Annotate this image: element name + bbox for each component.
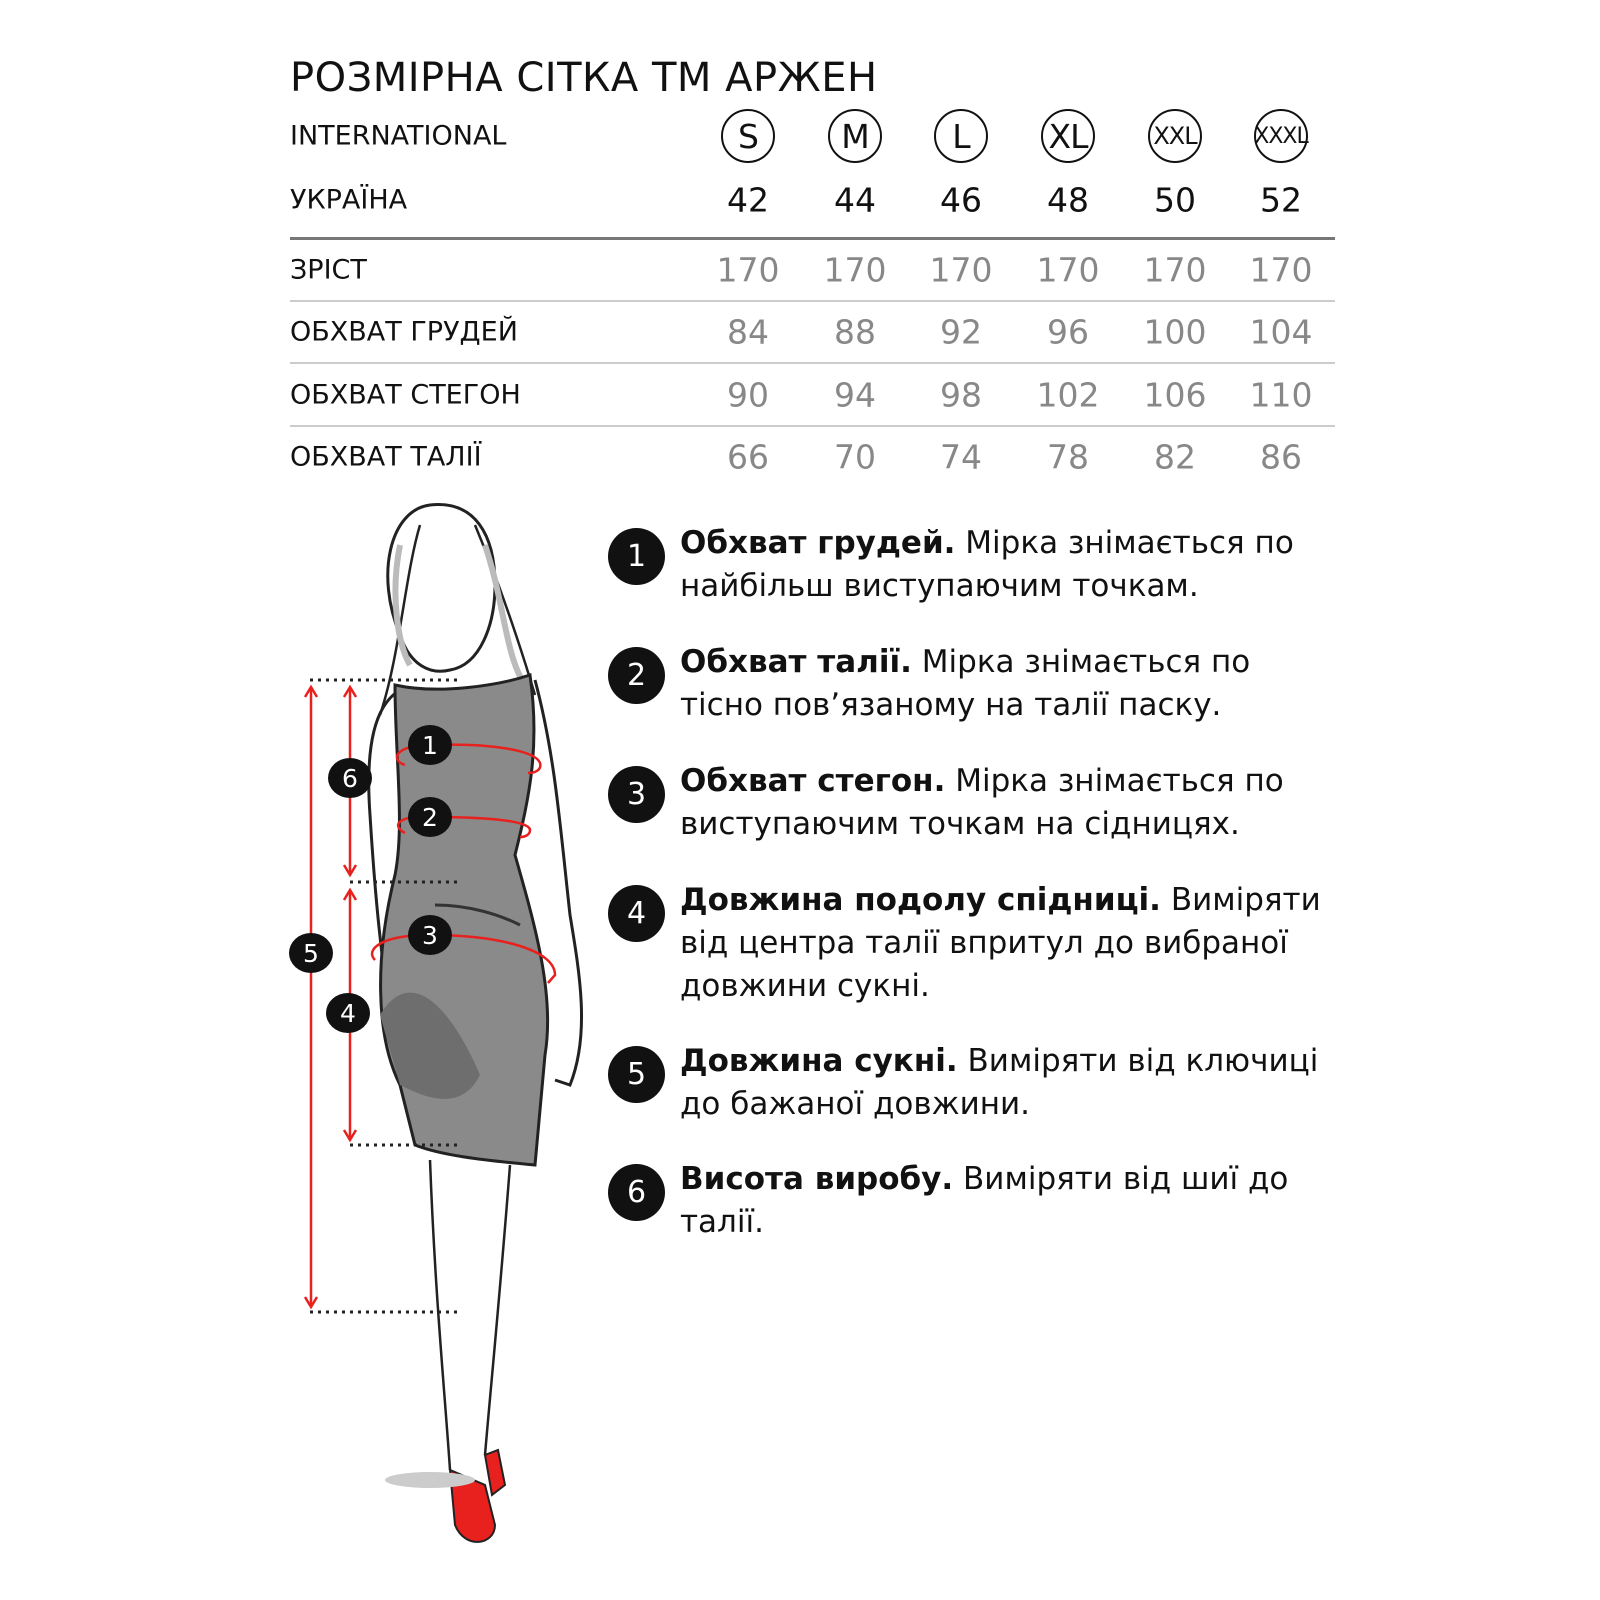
cell: 84: [727, 312, 769, 352]
cell: 90: [727, 375, 769, 415]
cell: 74: [940, 437, 982, 477]
number-marker: 3: [608, 766, 665, 823]
divider: [290, 300, 1335, 302]
instruction-text: Обхват грудей. Мірка знімається по найбі…: [680, 522, 1340, 608]
instruction-text: Обхват стегон. Мірка знімається по висту…: [680, 760, 1340, 846]
cell: 78: [1047, 437, 1089, 477]
table-row: ОБХВАТ ГРУДЕЙ 84 88 92 96 100 104: [290, 302, 1335, 362]
cell: 110: [1249, 375, 1313, 415]
figure-marker-number: 3: [422, 921, 438, 950]
figure-marker: [326, 993, 370, 1033]
size-badge: XL: [1041, 109, 1095, 163]
table-row: ОБХВАТ ТАЛІЇ 66 70 74 78 82 86: [290, 427, 1335, 487]
instruction-title: Обхват талії.: [680, 644, 912, 680]
cell: 98: [940, 375, 982, 415]
row-label: ОБХВАТ ТАЛІЇ: [290, 441, 482, 473]
instruction-description: Виміряти від ключиці до бажаної довжини.: [680, 1043, 1319, 1122]
cell: 100: [1143, 312, 1207, 352]
cell: 92: [940, 312, 982, 352]
row-label: INTERNATIONAL: [290, 120, 507, 152]
instruction-title: Довжина подолу спідниці.: [680, 882, 1161, 918]
instruction-text: Висота виробу. Виміряти від шиї до талії…: [680, 1158, 1340, 1244]
number-marker: 1: [608, 528, 665, 585]
figure-marker-number: 4: [340, 999, 356, 1028]
figure-marker: [408, 797, 452, 837]
cell: 70: [834, 437, 876, 477]
instruction-text: Довжина сукні. Виміряти від ключиці до б…: [680, 1040, 1340, 1126]
instruction-title: Обхват грудей.: [680, 525, 956, 561]
row-label: ОБХВАТ ГРУДЕЙ: [290, 316, 518, 348]
instruction-description: Виміряти від центра талії впритул до виб…: [680, 882, 1321, 1004]
figure-marker: [289, 933, 333, 973]
figure-marker-number: 2: [422, 803, 438, 832]
divider: [290, 425, 1335, 427]
divider: [290, 237, 1335, 240]
size-badge: S: [721, 109, 775, 163]
instruction-text: Обхват талії. Мірка знімається по тісно …: [680, 641, 1340, 727]
ukraine-row: УКРАЇНА 42 44 46 48 50 52: [290, 170, 1335, 230]
cell: 102: [1036, 375, 1100, 415]
instruction-title: Довжина сукні.: [680, 1043, 958, 1079]
table-row: ОБХВАТ СТЕГОН 90 94 98 102 106 110: [290, 365, 1335, 425]
cell: 106: [1143, 375, 1207, 415]
instruction-title: Обхват стегон.: [680, 763, 946, 799]
instruction-description: Виміряти від шиї до талії.: [680, 1161, 1289, 1240]
cell: 50: [1154, 180, 1196, 220]
number-marker: 2: [608, 647, 665, 704]
international-row: INTERNATIONAL S M L XL XXL XXXL: [290, 106, 1335, 166]
cell: 170: [929, 250, 993, 290]
instruction-title: Висота виробу.: [680, 1161, 954, 1197]
table-row: ЗРІСТ 170 170 170 170 170 170: [290, 240, 1335, 300]
divider: [290, 362, 1335, 364]
figure-marker: [408, 725, 452, 765]
instruction-description: Мірка знімається по тісно пов’язаному на…: [680, 644, 1251, 723]
cell: 170: [1249, 250, 1313, 290]
size-badge: XXXL: [1254, 109, 1309, 163]
cell: 170: [716, 250, 780, 290]
instruction-text: Довжина подолу спідниці. Виміряти від це…: [680, 879, 1340, 1008]
page-title: РОЗМІРНА СІТКА ТМ АРЖЕН: [290, 54, 878, 101]
size-badge: XXL: [1148, 109, 1202, 163]
number-marker: 4: [608, 885, 665, 942]
cell: 66: [727, 437, 769, 477]
cell: 88: [834, 312, 876, 352]
number-marker: 5: [608, 1046, 665, 1103]
row-label: ЗРІСТ: [290, 254, 367, 286]
cell: 94: [834, 375, 876, 415]
cell: 86: [1260, 437, 1302, 477]
cell: 42: [727, 180, 769, 220]
figure-marker: [408, 915, 452, 955]
size-badge: M: [828, 109, 882, 163]
row-label: УКРАЇНА: [290, 184, 408, 216]
number-marker: 6: [608, 1164, 665, 1221]
cell: 170: [1143, 250, 1207, 290]
dress-figure-illustration: 1 2 3 4 5 6: [280, 495, 610, 1565]
cell: 46: [940, 180, 982, 220]
figure-marker: [328, 758, 372, 798]
instruction-description: Мірка знімається по найбільш виступаючим…: [680, 525, 1294, 604]
cell: 170: [823, 250, 887, 290]
row-label: ОБХВАТ СТЕГОН: [290, 379, 521, 411]
figure-marker-number: 1: [422, 731, 438, 760]
cell: 96: [1047, 312, 1089, 352]
cell: 82: [1154, 437, 1196, 477]
instruction-description: Мірка знімається по виступаючим точкам н…: [680, 763, 1284, 842]
cell: 52: [1260, 180, 1302, 220]
cell: 44: [834, 180, 876, 220]
figure-marker-number: 6: [342, 764, 358, 793]
cell: 104: [1249, 312, 1313, 352]
cell: 170: [1036, 250, 1100, 290]
figure-marker-number: 5: [303, 939, 319, 968]
cell: 48: [1047, 180, 1089, 220]
size-badge: L: [934, 109, 988, 163]
